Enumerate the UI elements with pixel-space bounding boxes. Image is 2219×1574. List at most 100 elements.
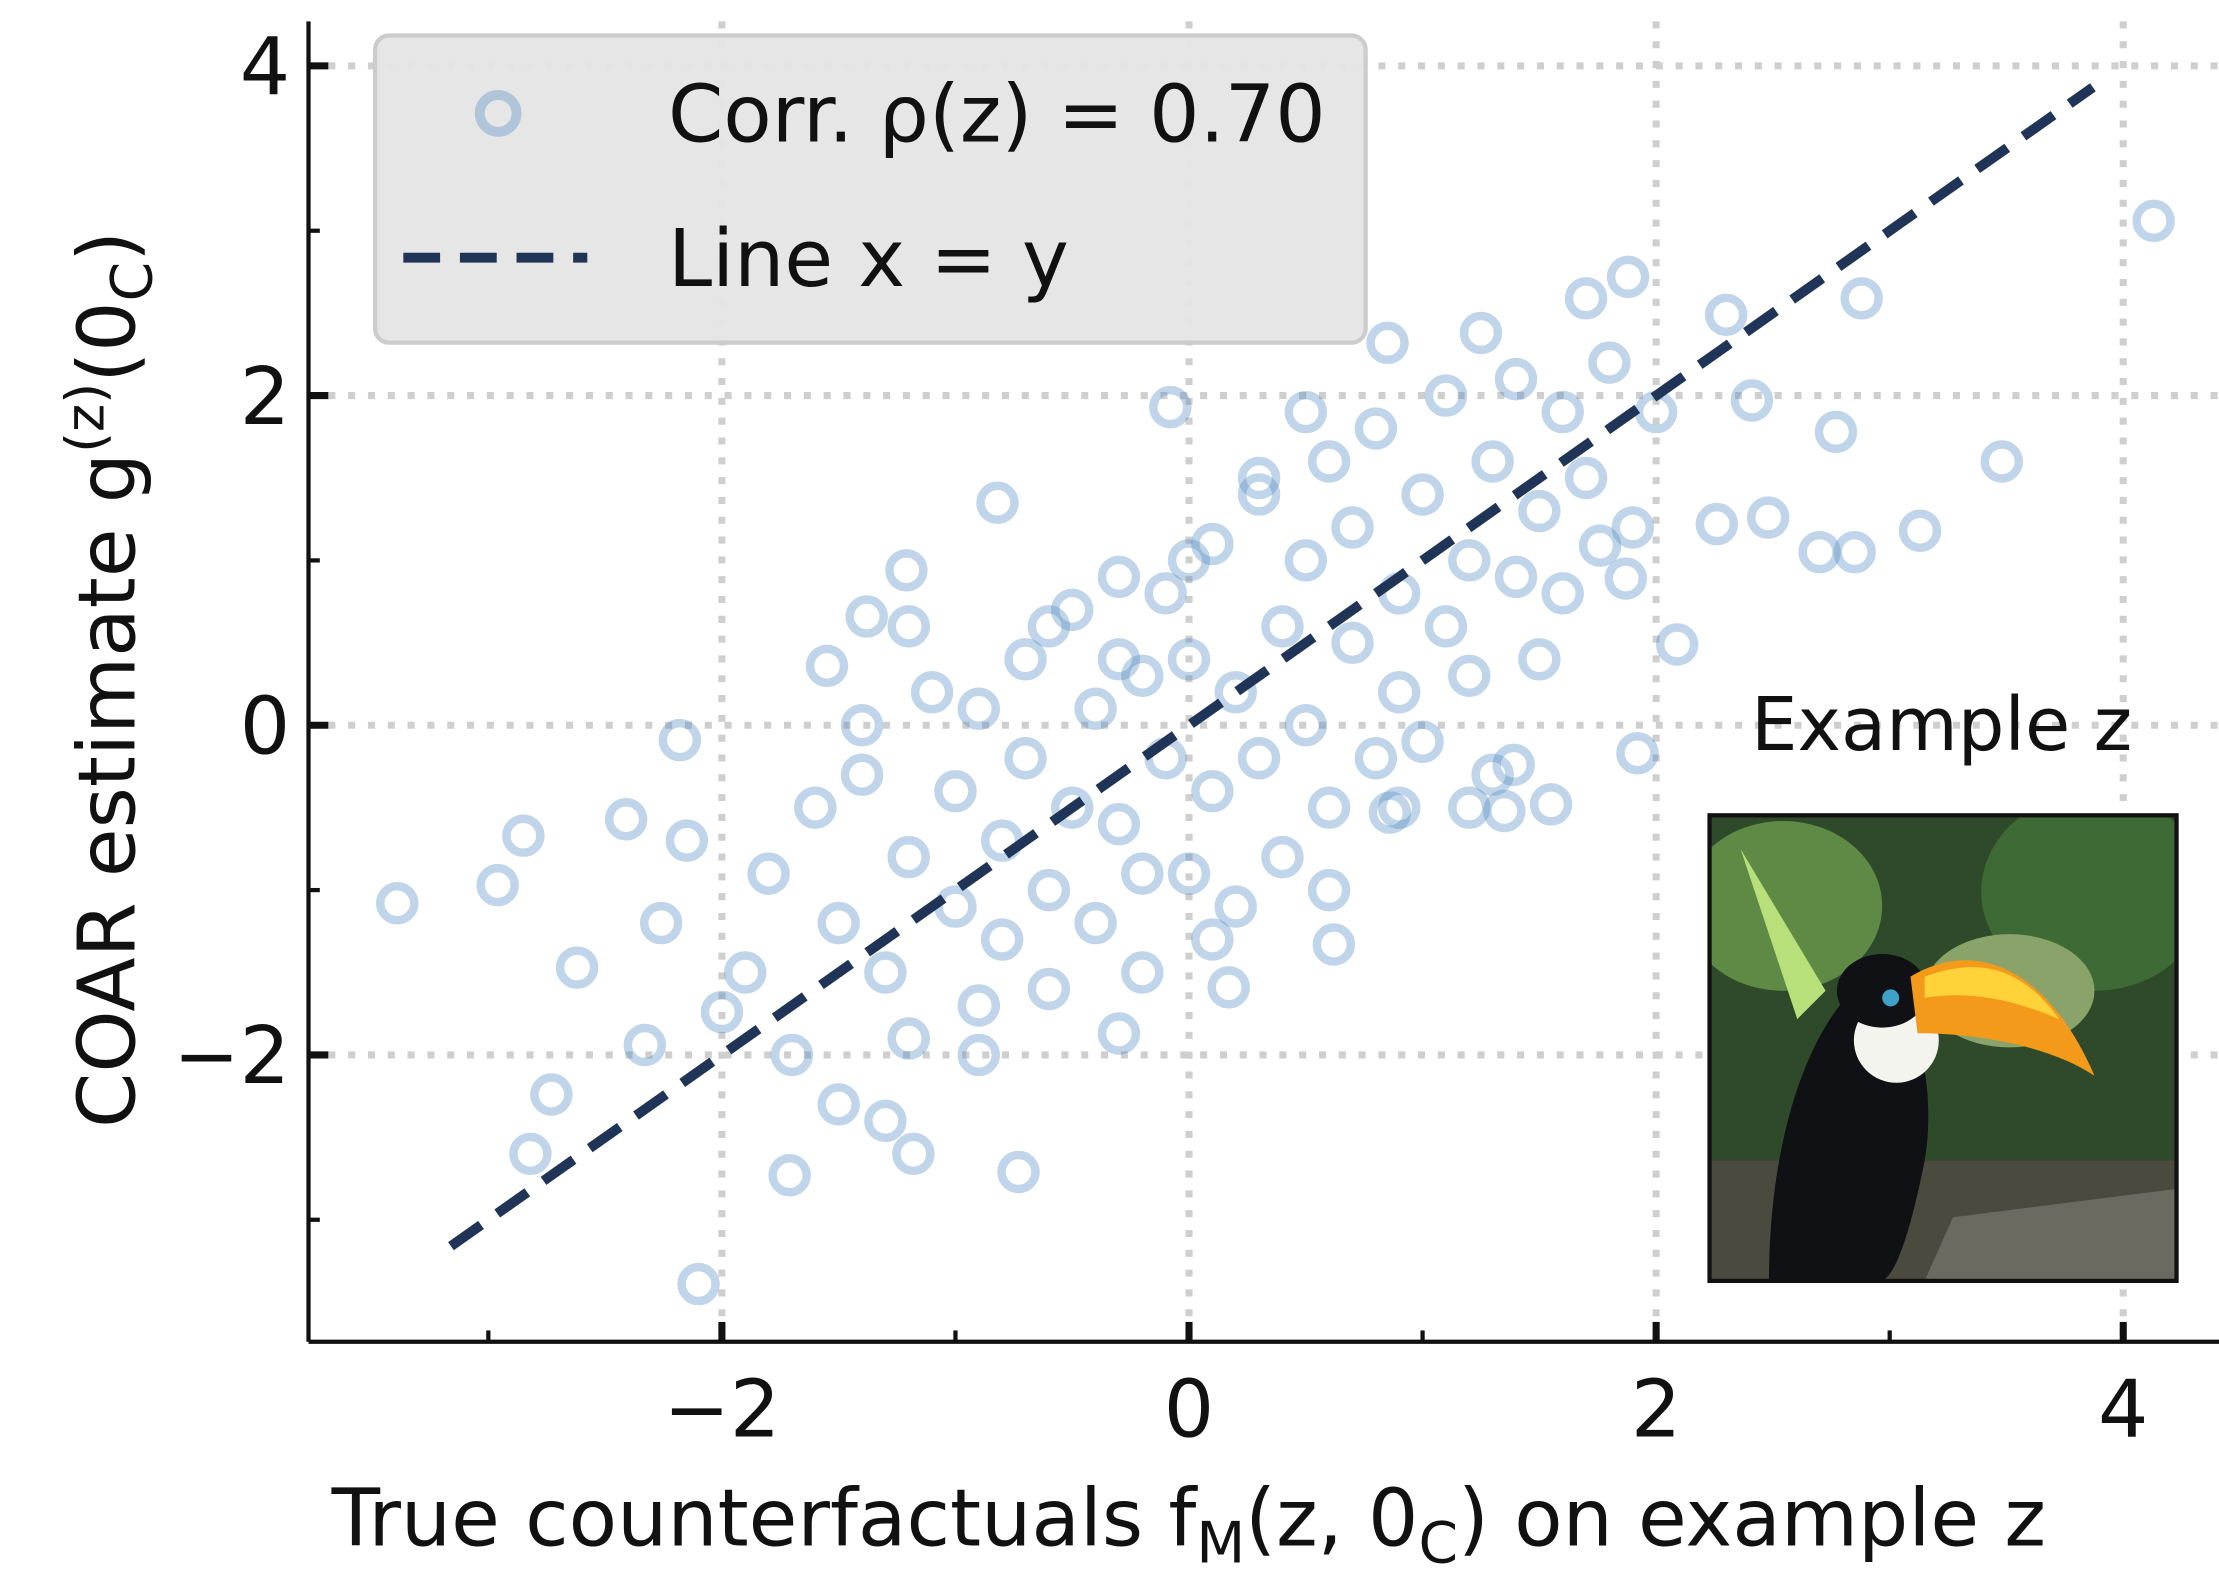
- point: [1354, 407, 1398, 450]
- point: [1368, 791, 1412, 834]
- point: [1237, 456, 1281, 500]
- inset-image: [1709, 815, 2177, 1281]
- point: [1833, 530, 1876, 574]
- point: [1588, 341, 1631, 384]
- point: [1307, 868, 1351, 912]
- y-tick-label: 0: [240, 680, 290, 773]
- y-label-part: COAR estimate g: [60, 453, 153, 1128]
- point: [1261, 605, 1304, 648]
- point: [1578, 524, 1622, 567]
- point: [1074, 687, 1117, 730]
- y-axis-label: COAR estimate g(z)(0C): [53, 231, 165, 1128]
- y-tick-label: 4: [240, 20, 290, 113]
- axes: −2 0 2 4 −2 0 2 4: [173, 20, 2219, 1456]
- point: [1798, 530, 1841, 574]
- point: [1214, 671, 1257, 714]
- point: [1814, 410, 1858, 454]
- point: [1564, 456, 1608, 500]
- point: [1004, 638, 1047, 681]
- point: [530, 1073, 573, 1116]
- point: [1331, 506, 1374, 549]
- y-label-part: ): [60, 231, 153, 262]
- point: [1214, 885, 1257, 928]
- point: [1144, 572, 1187, 615]
- point: [1121, 852, 1164, 895]
- point: [1655, 623, 1699, 666]
- point: [1730, 379, 1774, 422]
- point: [1191, 522, 1234, 566]
- point: [1284, 390, 1328, 434]
- point: [1121, 951, 1164, 994]
- point: [1401, 473, 1444, 516]
- point: [1898, 509, 1942, 552]
- line: [448, 83, 2096, 1251]
- point: [555, 946, 599, 989]
- legend-label: Line x = y: [668, 212, 1069, 305]
- point: [845, 595, 888, 638]
- x-axis-label: True counterfactuals fM(z, 0C) on exampl…: [331, 1472, 2046, 1574]
- point: [658, 718, 702, 762]
- point: [1149, 385, 1192, 429]
- y-label-part: (0: [60, 301, 153, 382]
- point: [887, 835, 930, 879]
- point: [1004, 736, 1047, 780]
- point: [476, 863, 519, 907]
- point: [980, 918, 1024, 961]
- inset-title: Example z: [1751, 683, 2132, 768]
- point: [1366, 321, 1409, 365]
- y-tick-label: 2: [240, 350, 290, 443]
- point: [509, 1132, 552, 1176]
- point: [997, 1150, 1040, 1194]
- point: [1307, 440, 1351, 483]
- legend-box: [372, 33, 1368, 345]
- point: [1051, 786, 1094, 829]
- point: [2132, 199, 2175, 243]
- x-label-part: ) on example z: [1458, 1472, 2046, 1565]
- marks: [376, 83, 2175, 1306]
- point: [665, 819, 709, 862]
- point: [1494, 555, 1538, 599]
- point: [1616, 732, 1659, 775]
- point: [1167, 638, 1211, 681]
- point: [1097, 638, 1141, 681]
- point: [840, 704, 884, 747]
- point: [934, 769, 977, 813]
- point: [1606, 255, 1650, 299]
- x-label-part: (z, 0: [1245, 1472, 1418, 1565]
- point: [840, 753, 884, 796]
- x-tick-label: 0: [1164, 1363, 1214, 1456]
- point: [677, 1262, 720, 1306]
- point: [1097, 1012, 1141, 1055]
- point: [934, 885, 977, 928]
- point: [1448, 539, 1491, 582]
- point: [1261, 835, 1304, 879]
- legend-label: Corr. ρ(z) = 0.70: [668, 68, 1326, 161]
- point: [817, 901, 860, 945]
- point: [1237, 473, 1281, 516]
- point: [1541, 572, 1584, 615]
- point: [1492, 743, 1535, 787]
- point: [957, 1033, 1001, 1077]
- point: [1424, 605, 1468, 648]
- point: [1529, 783, 1573, 826]
- point: [502, 814, 545, 857]
- point: [1207, 966, 1250, 1009]
- x-label-sub: C: [1418, 1511, 1458, 1574]
- legend-marker: [474, 90, 522, 137]
- point: [770, 1033, 814, 1077]
- point: [1237, 736, 1281, 780]
- point: [805, 644, 849, 688]
- point: [1518, 638, 1561, 681]
- point: [1027, 605, 1071, 648]
- point: [887, 605, 930, 648]
- point: [817, 1083, 860, 1126]
- point: [724, 951, 767, 994]
- point: [1121, 654, 1164, 698]
- y-tick-label: −2: [173, 1009, 290, 1102]
- point: [623, 1023, 667, 1067]
- point: [1448, 654, 1491, 698]
- point: [1331, 621, 1374, 665]
- point: [376, 882, 419, 925]
- point: [885, 549, 928, 592]
